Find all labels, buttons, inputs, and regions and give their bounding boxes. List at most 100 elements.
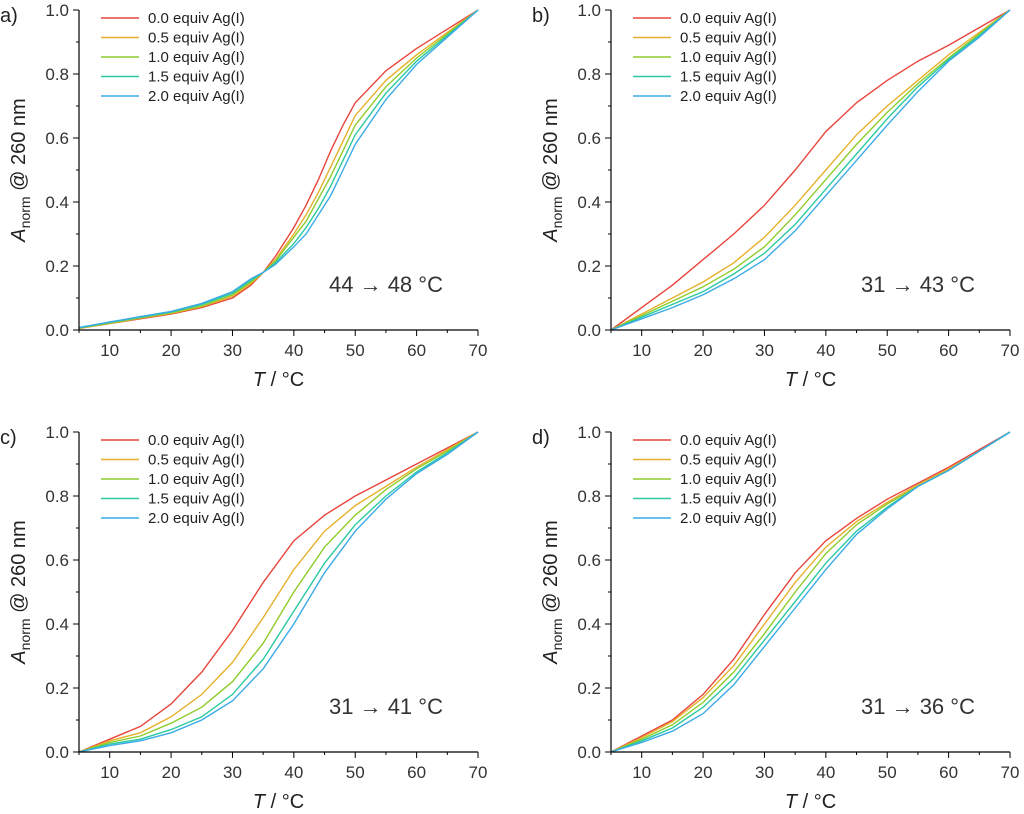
x-tick-label: 20 xyxy=(162,341,181,360)
y-axis-title: Anorm @ 260 nm xyxy=(8,98,33,242)
y-tick-label: 0.2 xyxy=(45,257,69,276)
series-line-1 xyxy=(610,431,1011,753)
panel-c: 10 20 30 40 50 60 70 0.0 0.2 0.4 0.6 0.8 1.0 T / °C An… xyxy=(0,423,487,813)
y-tick-label: 0.0 xyxy=(577,321,601,340)
y-tick-label: 0.0 xyxy=(45,743,69,762)
series-line-1 xyxy=(78,431,479,753)
series-line-0 xyxy=(78,431,479,753)
y-tick-label: 0.2 xyxy=(45,679,69,698)
legend-label: 0.0 equiv Ag(I) xyxy=(148,432,245,449)
y-tick-label: 0.4 xyxy=(577,615,601,634)
legend-label: 1.5 equiv Ag(I) xyxy=(680,491,777,508)
x-tick-label: 10 xyxy=(632,763,651,782)
tm-annotation: 44 → 48 °C xyxy=(329,272,443,297)
x-axis-title: T / °C xyxy=(785,791,836,813)
y-tick-label: 1.0 xyxy=(577,423,601,442)
y-tick-label: 0.6 xyxy=(577,551,601,570)
x-tick-label: 60 xyxy=(407,341,426,360)
y-tick-label: 0.4 xyxy=(577,193,601,212)
panel-label: d) xyxy=(532,427,550,449)
x-tick-label: 20 xyxy=(694,763,713,782)
x-tick-label: 40 xyxy=(284,763,303,782)
x-tick-label: 10 xyxy=(632,341,651,360)
legend-label: 1.5 equiv Ag(I) xyxy=(148,69,245,86)
x-tick-label: 70 xyxy=(1001,341,1020,360)
y-tick-label: 0.0 xyxy=(45,321,69,340)
x-tick-label: 50 xyxy=(878,341,897,360)
x-tick-label: 70 xyxy=(469,763,488,782)
x-tick-label: 60 xyxy=(407,763,426,782)
series-line-4 xyxy=(78,9,479,329)
y-tick-label: 0.6 xyxy=(577,129,601,148)
x-tick-label: 70 xyxy=(469,341,488,360)
x-tick-label: 10 xyxy=(100,341,119,360)
series-line-1 xyxy=(610,9,1011,331)
legend-label: 1.5 equiv Ag(I) xyxy=(148,491,245,508)
legend-label: 0.0 equiv Ag(I) xyxy=(680,10,777,27)
x-axis-title: T / °C xyxy=(253,791,304,813)
y-tick-label: 0.6 xyxy=(45,129,69,148)
panel-a: 10 20 30 40 50 60 70 0.0 0.2 0.4 0.6 0.8 1.0 T / °C An… xyxy=(0,1,487,391)
y-tick-label: 0.4 xyxy=(45,193,69,212)
legend-label: 2.0 equiv Ag(I) xyxy=(148,88,245,105)
x-axis-title: T / °C xyxy=(785,369,836,391)
legend-label: 0.5 equiv Ag(I) xyxy=(680,30,777,47)
x-tick-label: 30 xyxy=(223,341,242,360)
x-tick-label: 60 xyxy=(939,763,958,782)
panel-label: b) xyxy=(532,5,550,27)
series-line-4 xyxy=(610,9,1011,331)
legend-label: 0.0 equiv Ag(I) xyxy=(148,10,245,27)
x-tick-label: 50 xyxy=(346,341,365,360)
x-tick-label: 60 xyxy=(939,341,958,360)
y-tick-label: 0.8 xyxy=(577,487,601,506)
x-tick-label: 30 xyxy=(755,763,774,782)
legend-label: 0.5 equiv Ag(I) xyxy=(680,452,777,469)
y-tick-label: 0.4 xyxy=(45,615,69,634)
panel-d: 10 20 30 40 50 60 70 0.0 0.2 0.4 0.6 0.8 1.0 T / °C An… xyxy=(532,423,1019,813)
y-tick-label: 0.6 xyxy=(45,551,69,570)
legend-label: 2.0 equiv Ag(I) xyxy=(680,510,777,527)
x-axis-title: T / °C xyxy=(253,369,304,391)
legend-label: 1.0 equiv Ag(I) xyxy=(148,49,245,66)
series-line-4 xyxy=(78,431,479,753)
legend-label: 2.0 equiv Ag(I) xyxy=(148,510,245,527)
series-line-2 xyxy=(78,431,479,753)
y-tick-label: 0.2 xyxy=(577,257,601,276)
y-tick-label: 0.0 xyxy=(577,743,601,762)
legend-label: 1.0 equiv Ag(I) xyxy=(680,471,777,488)
y-axis-title: Anorm @ 260 nm xyxy=(540,98,565,242)
y-tick-label: 0.2 xyxy=(577,679,601,698)
y-tick-label: 0.8 xyxy=(45,65,69,84)
legend-label: 0.0 equiv Ag(I) xyxy=(680,432,777,449)
x-tick-label: 40 xyxy=(816,341,835,360)
x-tick-label: 20 xyxy=(162,763,181,782)
panel-label: a) xyxy=(0,5,18,27)
y-tick-label: 0.8 xyxy=(45,487,69,506)
series-line-0 xyxy=(610,431,1011,753)
legend-label: 1.5 equiv Ag(I) xyxy=(680,69,777,86)
legend-label: 1.0 equiv Ag(I) xyxy=(148,471,245,488)
y-tick-label: 0.8 xyxy=(577,65,601,84)
y-tick-label: 1.0 xyxy=(577,1,601,20)
legend-label: 1.0 equiv Ag(I) xyxy=(680,49,777,66)
x-tick-label: 30 xyxy=(755,341,774,360)
tm-annotation: 31 → 41 °C xyxy=(329,694,443,719)
x-tick-label: 40 xyxy=(284,341,303,360)
x-tick-label: 50 xyxy=(878,763,897,782)
x-tick-label: 10 xyxy=(100,763,119,782)
series-line-3 xyxy=(78,431,479,753)
series-line-0 xyxy=(610,9,1011,331)
series-line-4 xyxy=(610,431,1011,753)
y-tick-label: 1.0 xyxy=(45,423,69,442)
x-tick-label: 30 xyxy=(223,763,242,782)
series-line-2 xyxy=(610,9,1011,331)
legend-label: 0.5 equiv Ag(I) xyxy=(148,30,245,47)
legend-label: 0.5 equiv Ag(I) xyxy=(148,452,245,469)
series-line-3 xyxy=(610,9,1011,331)
x-tick-label: 70 xyxy=(1001,763,1020,782)
x-tick-label: 40 xyxy=(816,763,835,782)
legend-label: 2.0 equiv Ag(I) xyxy=(680,88,777,105)
y-axis-title: Anorm @ 260 nm xyxy=(540,520,565,664)
